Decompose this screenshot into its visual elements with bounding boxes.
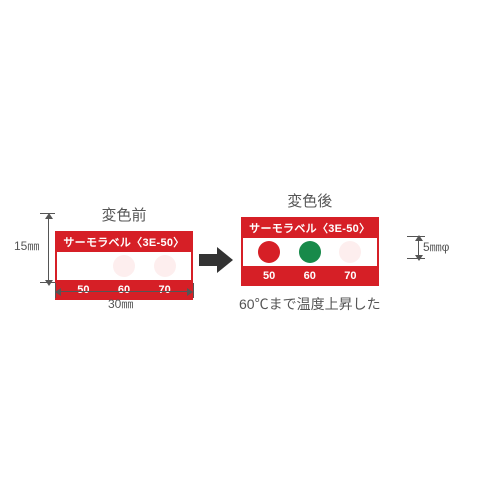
dim-width-tick-l [55, 283, 56, 298]
after-title: 変色後 [287, 190, 332, 211]
dim-width-tick-r [193, 283, 194, 298]
dim-dot-line [418, 240, 419, 256]
dim-dot-label: 5㎜φ [423, 238, 449, 255]
before-title: 変色前 [101, 204, 146, 225]
before-panel: 変色前 サーモラベル〈3E-50〉 50 60 70 [55, 204, 193, 300]
after-dot-2 [299, 241, 321, 263]
arrow-icon [199, 247, 233, 273]
before-temp-2: 60 [118, 284, 130, 296]
dim-height-tick-top [40, 213, 55, 214]
dim-height-tick-bot [40, 282, 55, 283]
after-dots-row [243, 237, 377, 267]
after-temp-3: 70 [344, 270, 356, 282]
after-dot-1 [258, 241, 280, 263]
before-dots-row [57, 251, 191, 281]
after-header: サーモラベル〈3E-50〉 [243, 219, 377, 237]
before-dot-1 [72, 255, 94, 277]
dim-width-label: 30㎜ [108, 295, 133, 312]
before-header: サーモラベル〈3E-50〉 [57, 233, 191, 251]
before-temp-3: 70 [159, 284, 171, 296]
before-label-card: サーモラベル〈3E-50〉 50 60 70 [55, 231, 193, 300]
after-temps-row: 50 60 70 [243, 267, 377, 284]
before-dot-3 [154, 255, 176, 277]
dim-height-arrow-down [45, 280, 53, 286]
after-label-card: サーモラベル〈3E-50〉 50 60 70 [241, 217, 379, 286]
dim-dot-tick-top [407, 236, 425, 237]
dim-height-line [48, 218, 49, 281]
after-panel: 変色後 サーモラベル〈3E-50〉 50 60 70 60℃まで温度上昇した [239, 190, 381, 314]
dim-dot-tick-bot [407, 258, 425, 259]
after-caption: 60℃まで温度上昇した [239, 294, 381, 314]
after-temp-2: 60 [304, 270, 316, 282]
dim-height-label: 15㎜ [14, 237, 39, 254]
before-temp-1: 50 [77, 284, 89, 296]
dim-width-line [60, 291, 188, 292]
after-temp-1: 50 [263, 270, 275, 282]
before-dot-2 [113, 255, 135, 277]
after-dot-3 [339, 241, 361, 263]
